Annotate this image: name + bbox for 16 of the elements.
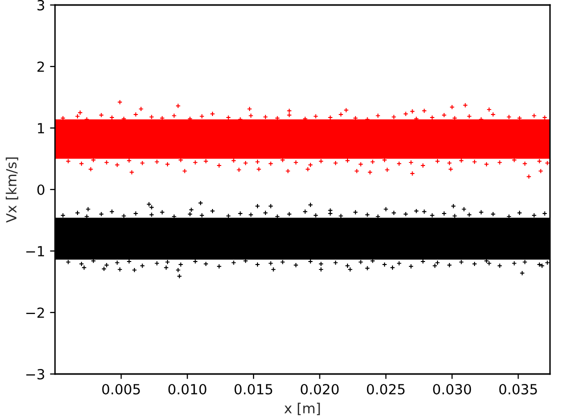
x-axis-title: x [m] — [284, 402, 320, 416]
x-tick-label: 0.005 — [102, 384, 140, 394]
y-tick-label: 1 — [38, 123, 44, 134]
x-tick-label: 0.030 — [433, 384, 472, 394]
x-tick-label: 0.010 — [168, 384, 206, 394]
x-tick-label: 0.035 — [499, 384, 537, 394]
y-tick-label: −2 — [26, 307, 44, 318]
x-tick-label: 0.015 — [234, 384, 272, 394]
y-tick-label: 0 — [37, 184, 44, 195]
y-tick-label: 3 — [38, 0, 44, 10]
x-tick-label: 0.025 — [366, 384, 405, 394]
y-tick-label: −1 — [26, 246, 44, 256]
y-tick-label: −3 — [26, 368, 44, 380]
y-tick-label: 2 — [37, 61, 44, 72]
x-tick-label: 0.020 — [300, 384, 339, 394]
y-axis-title: Vx [km/s] — [6, 157, 18, 223]
